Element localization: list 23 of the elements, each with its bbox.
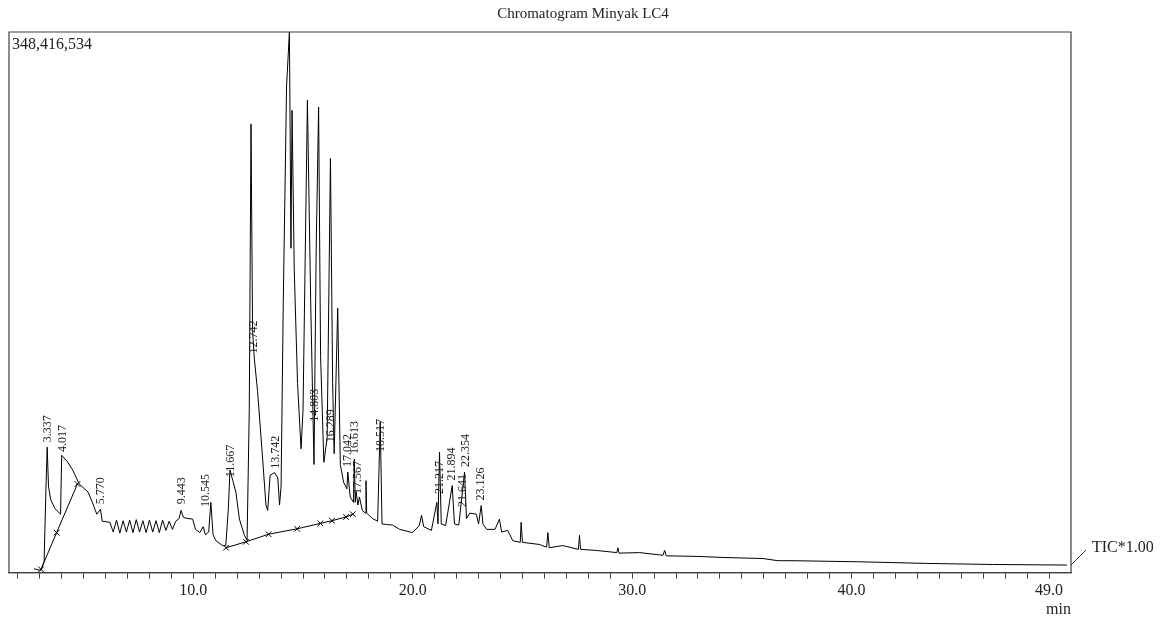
- annotation: 348,416,534: [12, 35, 92, 53]
- annotation: 23.126: [473, 467, 488, 501]
- x-tick-label: 49.0: [1035, 581, 1064, 599]
- annotation: 9.443: [174, 477, 189, 505]
- chart-title: Chromatogram Minyak LC4: [497, 4, 670, 21]
- annotation: 13.742: [268, 435, 283, 469]
- x-tick-label: 10.0: [179, 581, 208, 599]
- annotation: 14.803: [306, 388, 321, 422]
- x-tick-label: 30.0: [618, 581, 647, 599]
- annotation: 22.354: [457, 434, 472, 468]
- annotation: 5.770: [92, 477, 107, 505]
- annotation: 21.217: [431, 461, 446, 495]
- x-tick-label: 20.0: [398, 581, 427, 599]
- annotation: 4.017: [54, 424, 69, 452]
- annotation: 16.289: [323, 409, 338, 443]
- annotation: 10.545: [197, 474, 212, 508]
- annotation: 12.742: [246, 320, 261, 354]
- annotation: 11.667: [223, 444, 238, 478]
- series-label: TIC*1.00: [1092, 538, 1154, 556]
- annotation: 18.517: [373, 418, 388, 452]
- x-axis-title: min: [1046, 599, 1071, 617]
- annotation: 3.337: [39, 415, 54, 443]
- x-tick-label: 40.0: [837, 581, 866, 599]
